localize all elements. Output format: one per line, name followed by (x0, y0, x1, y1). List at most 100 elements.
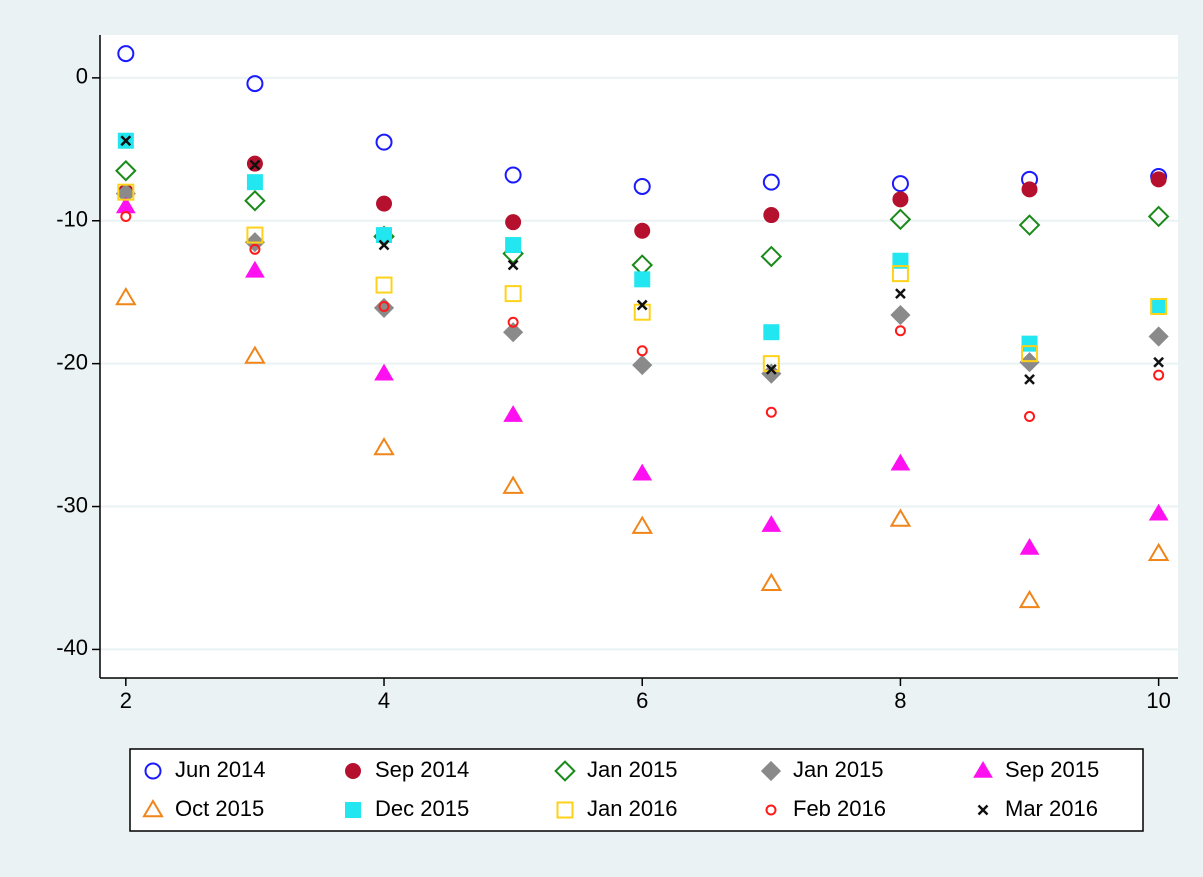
data-point (1148, 503, 1169, 521)
data-point (376, 227, 393, 244)
legend-label: Jan 2015 (587, 757, 678, 782)
data-point (760, 245, 783, 268)
y-tick-label: -30 (56, 492, 88, 517)
data-point (505, 214, 522, 231)
data-point (120, 135, 132, 147)
legend-marker (554, 760, 576, 782)
legend-marker (345, 802, 361, 818)
data-point (760, 572, 783, 591)
data-point (1019, 537, 1040, 555)
data-point (378, 300, 390, 312)
data-point (1018, 589, 1041, 609)
data-point (895, 288, 906, 300)
x-tick-label: 2 (120, 688, 132, 713)
data-point (246, 174, 263, 191)
data-point (120, 210, 132, 222)
data-point (1024, 373, 1035, 385)
data-point (892, 191, 909, 208)
data-point (504, 285, 522, 303)
data-point (1018, 214, 1041, 236)
data-point (1021, 335, 1038, 352)
legend-label: Dec 2015 (375, 796, 469, 821)
data-point (891, 175, 909, 193)
data-point (115, 286, 137, 306)
data-point (1021, 181, 1038, 198)
data-point (117, 183, 135, 201)
data-point (244, 189, 266, 212)
legend-label: Sep 2014 (375, 757, 469, 782)
data-point (632, 463, 653, 481)
legend-marker (973, 761, 993, 778)
y-tick-label: -10 (56, 207, 88, 232)
legend-label: Jan 2016 (587, 796, 678, 821)
data-point (115, 159, 137, 182)
data-point (375, 133, 393, 151)
data-point (245, 260, 265, 278)
data-point (889, 208, 912, 231)
data-point (765, 406, 777, 418)
y-tick-label: -40 (56, 635, 88, 660)
data-point (1021, 345, 1039, 363)
data-point (765, 363, 777, 375)
data-point (1147, 542, 1170, 561)
data-point (503, 405, 523, 422)
legend-label: Oct 2015 (175, 796, 264, 821)
y-tick-label: -20 (56, 349, 88, 374)
data-point (892, 252, 909, 269)
data-point (763, 324, 780, 341)
x-tick-label: 4 (378, 688, 390, 713)
legend-label: Sep 2015 (1005, 757, 1099, 782)
legend-label: Jan 2015 (793, 757, 884, 782)
data-point (1019, 352, 1040, 373)
data-point (376, 195, 393, 212)
data-point (889, 508, 912, 527)
data-point (1148, 326, 1169, 347)
data-point (504, 166, 522, 184)
data-point (249, 243, 261, 255)
data-point (631, 515, 653, 534)
data-point (633, 177, 651, 195)
y-tick-label: 0 (76, 64, 88, 89)
data-point (502, 475, 524, 494)
data-point (1024, 411, 1036, 423)
data-point (378, 239, 390, 251)
data-point (634, 222, 651, 239)
data-point (761, 515, 782, 532)
legend-box (129, 748, 1144, 832)
data-point (763, 207, 780, 224)
data-point (636, 299, 648, 311)
data-point (890, 453, 911, 471)
data-point (1153, 356, 1165, 368)
data-point (1150, 297, 1168, 315)
data-point (632, 354, 653, 376)
data-point (762, 355, 780, 373)
data-point (1147, 205, 1170, 228)
x-tick-label: 6 (636, 688, 648, 713)
data-point (117, 45, 135, 63)
data-point (249, 159, 261, 171)
x-tick-label: 10 (1146, 688, 1170, 713)
legend-marker (345, 763, 361, 779)
data-point (507, 259, 519, 271)
legend-marker (760, 760, 782, 782)
data-point (246, 75, 264, 93)
data-point (1153, 369, 1165, 381)
legend-marker (142, 799, 164, 818)
legend-label: Feb 2016 (793, 796, 886, 821)
data-point (1150, 171, 1167, 188)
data-point (373, 297, 395, 318)
plot-area (100, 35, 1178, 678)
x-tick-label: 8 (894, 688, 906, 713)
data-point (505, 237, 522, 254)
data-point (244, 345, 266, 364)
legend-label: Jun 2014 (175, 757, 266, 782)
data-point (373, 436, 395, 456)
data-point (636, 345, 648, 357)
data-point (894, 325, 906, 337)
legend-marker (977, 804, 989, 816)
legend-marker (556, 801, 574, 819)
legend-marker (144, 762, 162, 780)
data-point (374, 363, 394, 381)
data-point (891, 265, 909, 283)
